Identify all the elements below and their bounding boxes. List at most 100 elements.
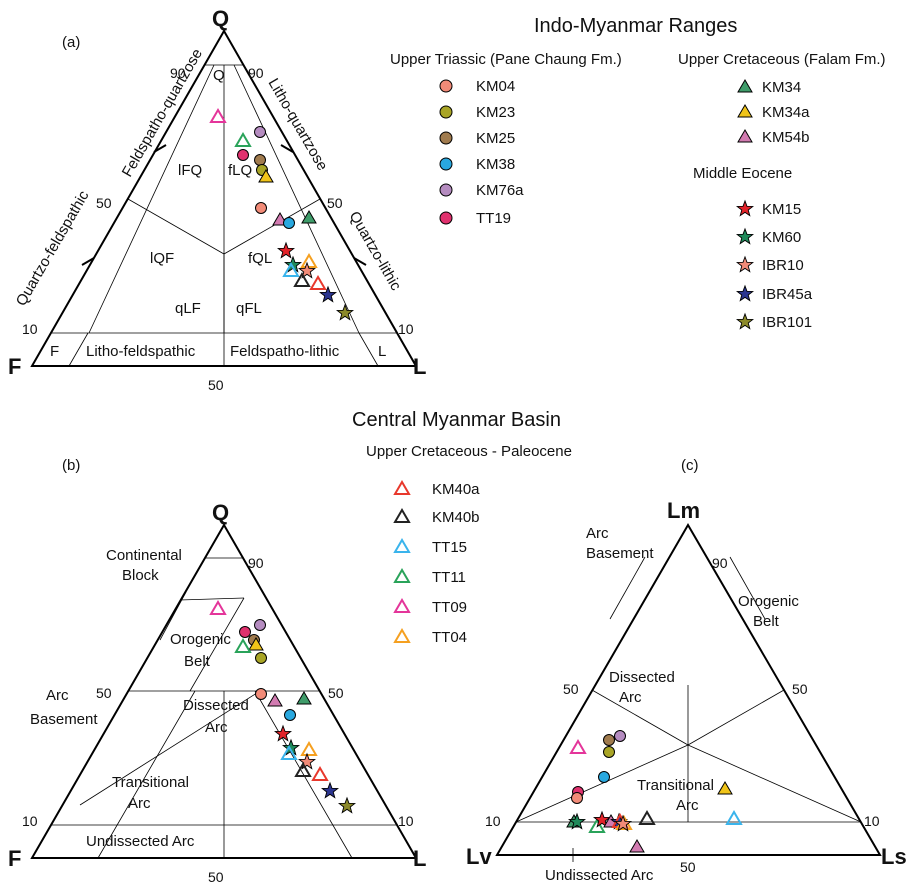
legend-swatch-km25 <box>439 131 453 145</box>
panel-b-vertex-l: L <box>413 846 426 871</box>
panel-b-tick-left-50: 50 <box>96 685 112 701</box>
marker-a-km34 <box>301 210 317 224</box>
panel-b-vertex-f: F <box>8 846 21 871</box>
legend-label-tt11: TT11 <box>432 569 466 586</box>
legend-label-km54b: KM54b <box>762 129 810 146</box>
legend-heading-upper-cretaceous: Upper Cretaceous (Falam Fm.) <box>678 51 886 68</box>
legend-swatch-km38 <box>439 157 453 171</box>
panel-b-tick-left-90: 90 <box>248 555 264 571</box>
marker-c-tt15 <box>725 810 743 825</box>
legend: Indo-Myanmar Ranges Upper Triassic (Pane… <box>352 15 886 646</box>
field-c-orogenic-belt-1: Orogenic <box>738 593 799 610</box>
field-f: F <box>50 343 59 360</box>
marker-b-ibr45a <box>321 782 339 799</box>
panel-c-vertex-lv: Lv <box>466 844 492 869</box>
field-qfl: qFL <box>236 300 262 317</box>
marker-a-tt19 <box>237 149 249 161</box>
panel-b-field-lines <box>51 557 397 859</box>
legend-swatch-km04 <box>439 79 453 93</box>
legend-swatch-ibr10 <box>736 256 754 273</box>
edge-label-quartzo-feldspathic: Quartzo-feldspathic <box>13 187 93 309</box>
field-b-orogenic-belt-2: Belt <box>184 653 211 670</box>
field-b-continental-block-1: Continental <box>106 547 182 564</box>
marker-b-km54b <box>267 693 283 707</box>
marker-c-km76a <box>614 730 626 742</box>
legend-label-ibr45a: IBR45a <box>762 286 813 303</box>
panel-c-vertex-ls: Ls <box>881 844 907 869</box>
legend-title-indo-myanmar: Indo-Myanmar Ranges <box>534 15 737 37</box>
panel-a-tick-left-10: 10 <box>22 321 38 337</box>
marker-b-ibr101 <box>338 797 356 814</box>
marker-b-km40b <box>294 762 312 777</box>
legend-label-ibr101: IBR101 <box>762 314 812 331</box>
field-c-dissected-arc-1: Dissected <box>609 669 675 686</box>
marker-b-km15 <box>274 725 292 742</box>
field-feldspatho-lithic: Feldspatho-lithic <box>230 343 340 360</box>
marker-a-km76a <box>254 126 266 138</box>
marker-b-tt04 <box>300 741 318 756</box>
panel-c-tick-left-10: 10 <box>485 813 501 829</box>
legend-label-tt19: TT19 <box>476 210 511 227</box>
panel-a-tick-right-10: 10 <box>398 321 414 337</box>
field-l: L <box>378 343 386 360</box>
legend-heading-middle-eocene: Middle Eocene <box>693 165 792 182</box>
panel-a-vertex-l: L <box>413 354 426 379</box>
field-lfq: lFQ <box>178 162 202 179</box>
legend-title-central-myanmar: Central Myanmar Basin <box>352 409 561 431</box>
legend-swatch-km54b <box>737 129 753 143</box>
marker-b-tt09 <box>209 600 227 615</box>
panel-a-qfl-diagram: (a) Q F L Feldspatho-quartzose Quartzo-f… <box>8 6 426 393</box>
panel-a-tick-left-50: 50 <box>96 195 112 211</box>
field-b-orogenic-belt-1: Orogenic <box>170 631 231 648</box>
marker-b-km76a <box>254 619 266 631</box>
legend-swatch-km34a <box>737 104 753 118</box>
marker-a-tt11 <box>234 132 252 147</box>
legend-swatch-tt11 <box>393 568 411 583</box>
marker-b-km04 <box>255 688 267 700</box>
marker-c-km34a <box>717 781 733 795</box>
field-qlf: qLF <box>175 300 201 317</box>
field-litho-feldspathic: Litho-feldspathic <box>86 343 196 360</box>
legend-swatch-ibr45a <box>736 285 754 302</box>
legend-swatch-km23 <box>439 105 453 119</box>
legend-swatch-tt19 <box>439 211 453 225</box>
legend-label-ibr10: IBR10 <box>762 257 804 274</box>
legend-label-km76a: KM76a <box>476 182 524 199</box>
marker-b-km23 <box>255 652 267 664</box>
marker-b-km40a <box>311 766 329 781</box>
field-b-continental-block-2: Block <box>122 567 159 584</box>
field-c-arc-basement-1: Arc <box>586 525 609 542</box>
legend-swatch-km40a <box>393 480 411 495</box>
field-b-dissected-arc-1: Dissected <box>183 697 249 714</box>
marker-a-km38 <box>283 217 295 229</box>
marker-a-tt15 <box>282 262 300 277</box>
legend-label-km34a: KM34a <box>762 104 810 121</box>
marker-a-km04 <box>255 202 267 214</box>
marker-c-km04 <box>571 792 583 804</box>
panel-b-tick-right-50: 50 <box>328 685 344 701</box>
legend-swatch-km76a <box>439 183 453 197</box>
panel-b-markers <box>209 600 356 814</box>
legend-label-tt09: TT09 <box>432 599 467 616</box>
panel-b-provenance-diagram: (b) Q F L 90 50 50 10 10 50 Continental … <box>8 457 426 885</box>
marker-c-km38 <box>598 771 610 783</box>
legend-label-km38: KM38 <box>476 156 515 173</box>
marker-b-tt15 <box>280 745 298 760</box>
panel-c-lithic-diagram: (c) Lm Lv Ls 90 50 50 10 10 50 Arc Basem… <box>466 457 907 884</box>
field-b-arc-basement-1: Arc <box>46 687 69 704</box>
marker-c-km54b-2 <box>629 839 645 853</box>
legend-swatch-ibr101 <box>736 313 754 330</box>
panel-c-tick-left-50: 50 <box>563 681 579 697</box>
field-c-orogenic-belt-2: Belt <box>753 613 780 630</box>
field-lqf: lQF <box>150 250 174 267</box>
marker-c-km25 <box>603 734 615 746</box>
field-q: Q <box>213 67 225 84</box>
marker-a-km40b <box>293 272 311 287</box>
field-c-arc-basement-2: Basement <box>586 545 654 562</box>
legend-swatch-km60 <box>736 228 754 245</box>
field-c-undissected-arc: Undissected Arc <box>545 867 654 884</box>
panel-b-label: (b) <box>62 457 80 474</box>
marker-a-km15 <box>277 242 295 259</box>
legend-label-km60: KM60 <box>762 229 801 246</box>
